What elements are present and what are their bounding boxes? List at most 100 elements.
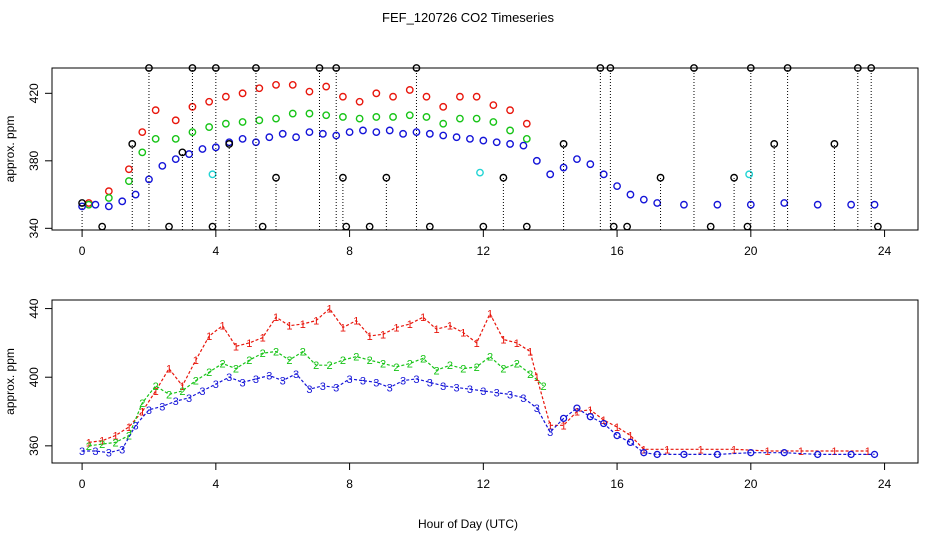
data-point [145, 175, 153, 184]
data-point [389, 113, 397, 121]
data-point [288, 80, 297, 89]
data-point [489, 101, 498, 110]
data-point [439, 119, 448, 128]
data-point-label: 1 [139, 407, 145, 419]
data-point [125, 165, 133, 174]
x-axis-label: Hour of Day (UTC) [418, 517, 518, 531]
y-tick-label: 380 [27, 150, 41, 170]
data-point [746, 200, 755, 209]
data-point-label: 1 [731, 444, 737, 456]
data-point [573, 404, 581, 412]
x-tick-label: 24 [878, 244, 892, 258]
data-point [747, 449, 755, 457]
data-point-label: 3 [280, 376, 286, 388]
data-point [640, 449, 648, 457]
data-point [145, 64, 153, 72]
data-point-label: 2 [380, 358, 386, 370]
data-point-label: 2 [487, 352, 493, 364]
data-point [873, 222, 882, 231]
data-point-label: 3 [413, 374, 419, 386]
data-point-label: 2 [153, 381, 159, 393]
data-point [355, 97, 364, 106]
data-point-label: 1 [433, 324, 439, 336]
data-point-label: 2 [166, 389, 172, 401]
data-point-label: 3 [400, 376, 406, 388]
data-point-label: 1 [614, 422, 620, 434]
data-point-label: 3 [119, 444, 125, 456]
data-point-label: 1 [112, 431, 118, 443]
data-point [405, 86, 414, 94]
data-point [104, 202, 113, 211]
data-point-label: 3 [507, 389, 513, 401]
data-point-label: 1 [764, 446, 770, 458]
data-point [372, 113, 381, 121]
y-tick-label: 400 [27, 367, 41, 387]
data-point [305, 87, 314, 96]
data-point [506, 106, 514, 115]
data-point [452, 133, 461, 142]
data-point [656, 173, 665, 182]
data-point [412, 64, 421, 72]
data-point [131, 190, 140, 199]
data-point [272, 173, 280, 182]
data-point-label: 1 [698, 444, 704, 456]
data-point [338, 173, 347, 182]
data-point [238, 89, 247, 98]
data-point-label: 2 [540, 381, 546, 393]
data-point [596, 64, 605, 72]
x-tick-label: 8 [346, 244, 353, 258]
data-point [780, 199, 789, 207]
data-point [422, 113, 431, 121]
data-point-label: 3 [133, 420, 139, 432]
x-tick-label: 20 [744, 477, 758, 491]
data-point-label: 2 [99, 439, 105, 451]
data-point [372, 128, 381, 137]
data-point-label: 1 [326, 304, 332, 316]
data-point [472, 114, 481, 123]
x-tick-label: 20 [744, 244, 758, 258]
data-point [278, 129, 287, 138]
data-point [252, 64, 260, 72]
data-point [639, 195, 648, 204]
data-point-label: 3 [226, 372, 232, 384]
x-tick-label: 16 [610, 477, 624, 491]
data-point [272, 114, 280, 123]
data-point-label: 3 [186, 393, 192, 405]
data-point [265, 133, 274, 142]
data-point-label: 2 [367, 355, 373, 367]
data-point-label: 2 [514, 358, 520, 370]
data-point [288, 109, 297, 118]
data-point [559, 140, 568, 148]
data-point [713, 200, 722, 209]
x-tick-label: 12 [477, 477, 491, 491]
data-point-label: 3 [253, 374, 259, 386]
data-point [466, 134, 474, 143]
data-point [185, 150, 193, 158]
data-point-label: 2 [407, 358, 413, 370]
data-point [385, 126, 394, 135]
data-point [690, 64, 698, 72]
data-point [623, 222, 632, 231]
y-tick-label: 420 [27, 83, 41, 103]
panel-top: 0 4 8 12 16 20 24 340 380 420 approx. ppm [3, 64, 919, 258]
data-point [158, 161, 167, 170]
data-point-label: 2 [326, 360, 332, 372]
data-point [439, 131, 448, 140]
data-point [870, 200, 879, 209]
data-point-label: 3 [547, 427, 553, 439]
data-point [853, 64, 862, 72]
data-point-label: 3 [320, 381, 326, 393]
data-point [713, 450, 722, 459]
data-point [456, 114, 464, 123]
data-point-label: 3 [159, 401, 165, 413]
data-point [532, 156, 541, 165]
data-point-label: 3 [306, 384, 312, 396]
data-point [318, 129, 327, 138]
data-point [78, 199, 86, 207]
data-point-label: 3 [534, 403, 540, 415]
data-point-label: 2 [260, 348, 266, 360]
data-point-label: 1 [166, 364, 172, 376]
